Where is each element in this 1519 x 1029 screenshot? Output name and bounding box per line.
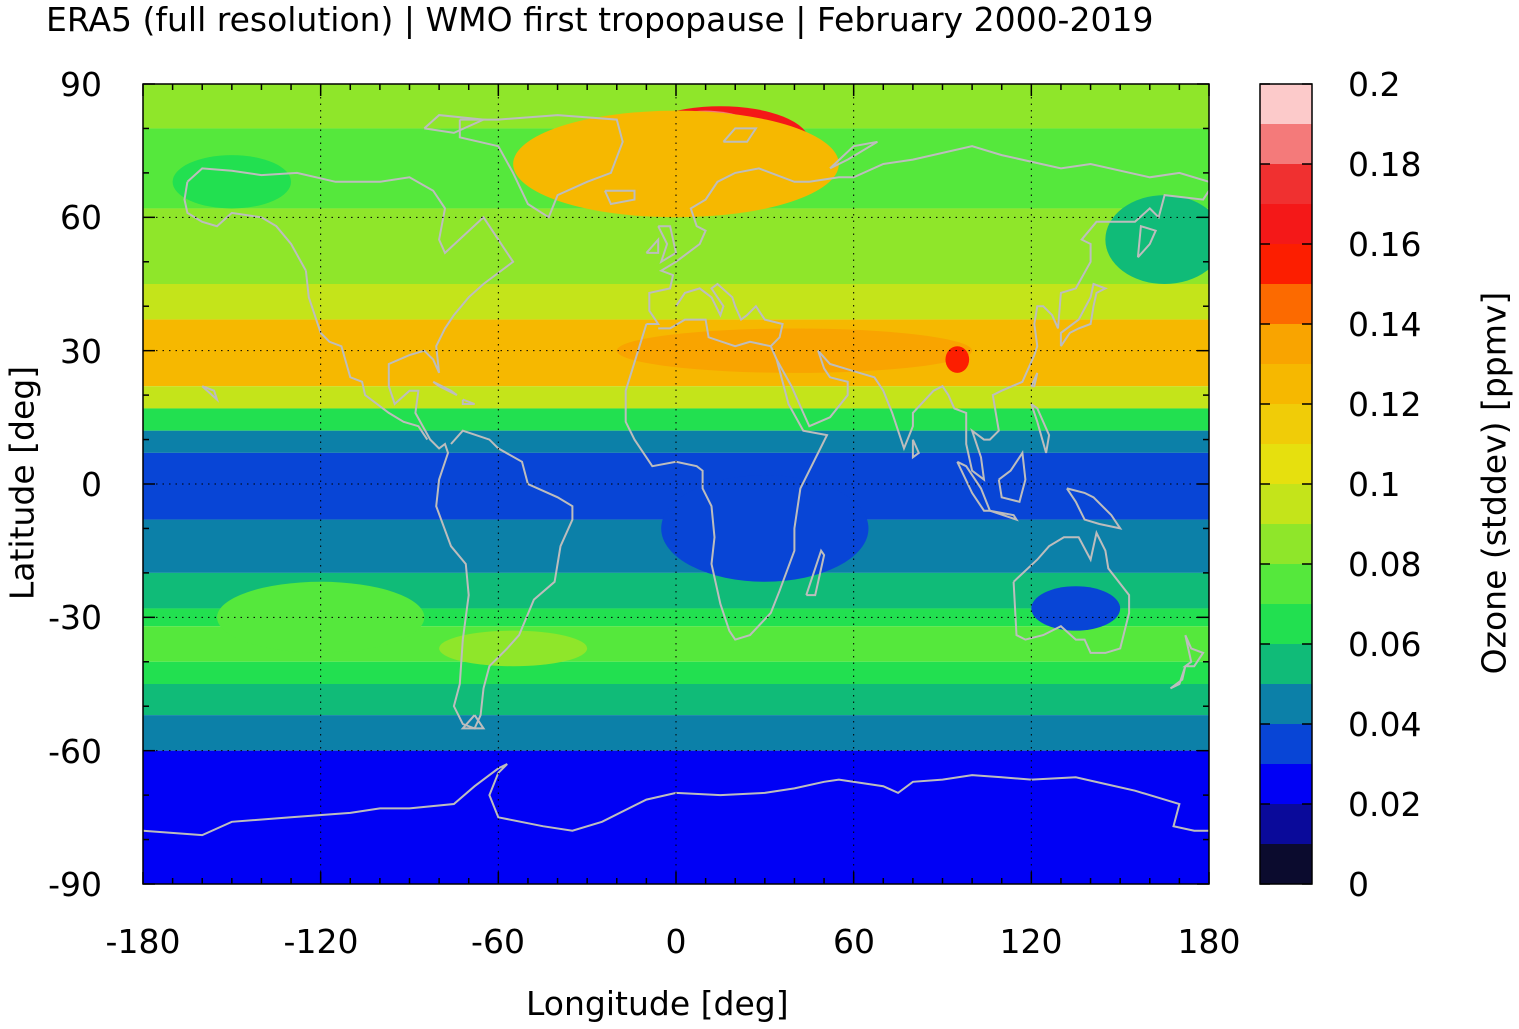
y-tick-label: 30 xyxy=(60,332,102,371)
map-title: ERA5 (full resolution) | WMO first tropo… xyxy=(46,0,1154,39)
grid-lines xyxy=(143,84,1209,884)
colorbar-tick-label: 0 xyxy=(1348,865,1369,904)
y-tick-label: 0 xyxy=(81,465,102,504)
coastline xyxy=(675,282,784,347)
colorbar-tick-label: 0.02 xyxy=(1348,785,1422,824)
coastline xyxy=(645,236,660,254)
y-tick-label: 60 xyxy=(60,198,102,237)
colorbar-tick-label: 0.1 xyxy=(1348,465,1401,504)
coastline xyxy=(722,127,758,143)
ozone-feature xyxy=(513,110,839,218)
coastline xyxy=(432,380,458,396)
colorbar-swatch xyxy=(1260,364,1312,404)
x-tick-label: -60 xyxy=(471,922,525,961)
axis-ticks xyxy=(142,83,1210,885)
colorbar-tick-label: 0.04 xyxy=(1348,705,1422,744)
colorbar-swatch xyxy=(1260,84,1312,124)
colorbar-swatch xyxy=(1260,844,1312,884)
ozone-feature xyxy=(1105,195,1209,284)
colorbar-tick-label: 0.16 xyxy=(1348,225,1422,264)
ozone-band xyxy=(143,284,1209,320)
colorbar-swatch xyxy=(1260,444,1312,484)
coastline xyxy=(1059,282,1108,347)
colorbar-swatch xyxy=(1260,644,1312,684)
coastline xyxy=(423,114,488,134)
x-tick-label: 120 xyxy=(999,922,1063,961)
colorbar xyxy=(1260,84,1312,884)
colorbar-tick-label: 0.06 xyxy=(1348,625,1422,664)
coastline xyxy=(1030,403,1051,454)
y-tick-label: -90 xyxy=(48,865,102,904)
coastline xyxy=(1169,665,1187,690)
coastline xyxy=(458,114,624,219)
colorbar-swatch xyxy=(1260,124,1312,164)
coastline xyxy=(1182,634,1205,668)
coastline xyxy=(1136,224,1158,258)
coastline xyxy=(1030,372,1039,388)
coastline xyxy=(775,190,1209,482)
colorbar-tick-label: 0.08 xyxy=(1348,545,1422,584)
colorbar-swatch xyxy=(1260,204,1312,244)
coastline xyxy=(657,225,678,265)
colorbar-swatch xyxy=(1260,524,1312,564)
x-tick-label: 180 xyxy=(1177,922,1241,961)
y-tick-label: -60 xyxy=(48,732,102,771)
ozone-feature xyxy=(661,475,869,582)
ozone-feature xyxy=(439,630,588,667)
coastline xyxy=(989,509,1019,522)
coastline xyxy=(304,270,429,441)
x-tick-label: -180 xyxy=(105,922,181,961)
ozone-band xyxy=(143,408,1209,431)
coastline xyxy=(829,140,878,170)
coastline xyxy=(201,385,220,403)
colorbar-swatch xyxy=(1260,764,1312,804)
y-axis-label: Latitude [deg] xyxy=(2,365,42,601)
coastline xyxy=(646,145,1209,325)
x-tick-label: 0 xyxy=(665,922,687,961)
colorbar-swatch xyxy=(1260,164,1312,204)
colorbar-swatch xyxy=(1260,724,1312,764)
ozone-band xyxy=(143,715,1209,751)
colorbar-swatch xyxy=(1260,604,1312,644)
colorbar-swatch xyxy=(1260,404,1312,444)
coastline xyxy=(911,439,921,460)
colorbar-swatch xyxy=(1260,284,1312,324)
colorbar-tick-label: 0.12 xyxy=(1348,385,1422,424)
plot-frame xyxy=(142,83,1210,885)
colorbar-tick-label: 0.2 xyxy=(1348,65,1401,104)
y-tick-label: 90 xyxy=(60,65,102,104)
colorbar-swatch xyxy=(1260,484,1312,524)
colorbar-swatch xyxy=(1260,804,1312,844)
coastline xyxy=(461,398,475,405)
colorbar-swatch xyxy=(1260,564,1312,604)
coastline xyxy=(186,167,574,730)
ozone-feature xyxy=(172,155,292,209)
x-tick-label: 60 xyxy=(833,922,875,961)
ozone-feature xyxy=(945,346,970,373)
ozone-band xyxy=(143,750,1209,884)
coastline xyxy=(624,318,829,641)
colorbar-swatch xyxy=(1260,244,1312,284)
coastline xyxy=(143,763,1209,837)
x-axis-label: Longitude [deg] xyxy=(526,984,789,1023)
coastline xyxy=(805,548,826,597)
ozone-feature xyxy=(1031,586,1121,631)
colorbar-ticks xyxy=(1260,83,1312,885)
coastline xyxy=(997,450,1027,504)
colorbar-tick-label: 0.14 xyxy=(1348,305,1422,344)
coastline xyxy=(460,714,486,730)
coastline xyxy=(1012,529,1131,654)
y-tick-label: -30 xyxy=(48,598,102,637)
coastline xyxy=(1066,487,1123,530)
x-tick-label: -120 xyxy=(283,922,359,961)
colorbar-swatch xyxy=(1260,684,1312,724)
ozone-band xyxy=(143,661,1209,684)
coastline xyxy=(603,189,636,206)
coastlines xyxy=(143,114,1209,837)
coastline xyxy=(183,181,307,272)
colorbar-swatch xyxy=(1260,324,1312,364)
colorbar-label: Ozone (stddev) [ppmv] xyxy=(1474,291,1514,675)
colorbar-tick-label: 0.18 xyxy=(1348,145,1422,184)
